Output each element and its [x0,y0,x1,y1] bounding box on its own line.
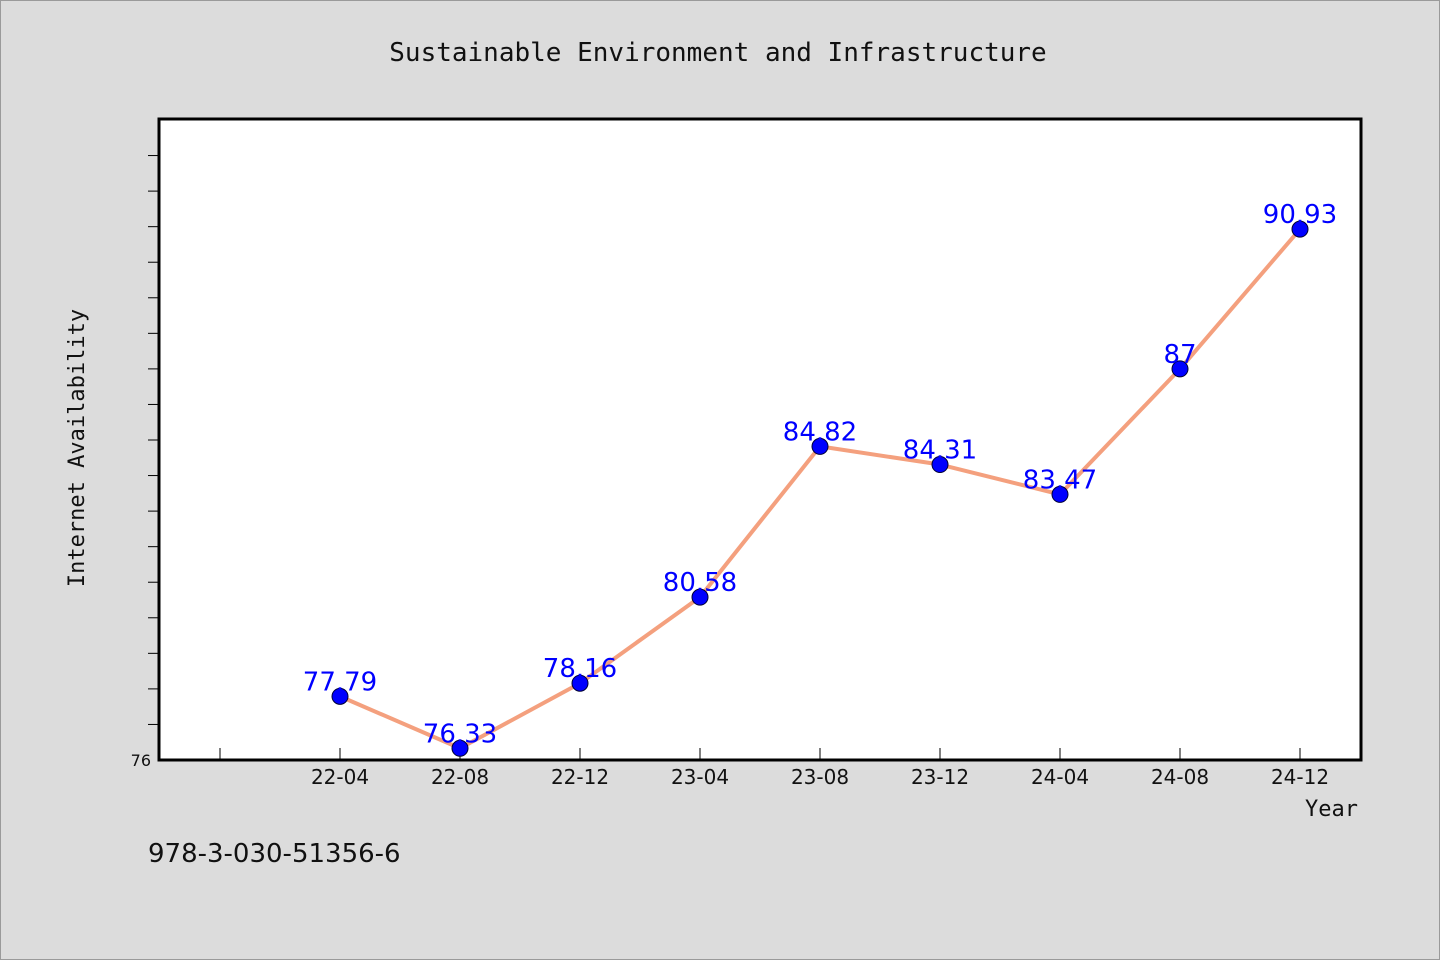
data-point [1291,220,1309,238]
data-label: 83.47 [1023,465,1097,495]
data-point [1171,360,1189,378]
data-label: 78.16 [543,654,617,684]
x-tick-label: 22-08 [431,765,489,789]
data-point [451,739,469,757]
plot-area [157,117,1363,762]
data-label: 77.79 [303,667,377,697]
data-labels: 77.79 76.33 78.16 80.58 84.82 84.31 83.47 87 90.… [303,200,1337,749]
data-point [811,437,829,455]
chart-title: Sustainable Environment and Infrastructu… [389,38,1046,68]
data-label: 80.58 [663,568,737,598]
data-label: 76.33 [423,719,497,749]
x-axis-ticks: 22-04 22-08 22-12 23-04 23-08 23-12 24-04 24-08… [219,748,1329,789]
x-axis-label: Year [1305,797,1358,822]
x-tick-label: 24-08 [1151,765,1209,789]
data-label: 84.82 [783,417,857,447]
data-point [691,588,709,606]
x-tick-label: 23-08 [791,765,849,789]
y-axis-ticks [148,155,160,725]
data-point [1051,485,1069,503]
data-markers [331,220,1309,757]
data-label: 90.93 [1263,200,1337,230]
y-axis-label: Internet Availability [65,309,90,587]
x-tick-label: 23-04 [671,765,729,789]
x-tick-label: 22-04 [311,765,369,789]
x-tick-label: 23-12 [911,765,969,789]
data-point [931,456,949,474]
data-label: 87 [1163,340,1196,370]
data-label: 84.31 [903,436,977,466]
data-point [331,687,349,705]
data-point [571,674,589,692]
y-tick-label: 76 [131,751,151,770]
x-tick-label: 22-12 [551,765,609,789]
footer-isbn: 978-3-030-51356-6 [148,839,401,869]
x-tick-label: 24-04 [1031,765,1089,789]
x-tick-label: 24-12 [1271,765,1329,789]
